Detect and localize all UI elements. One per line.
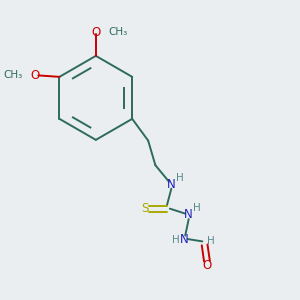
Text: O: O [202, 259, 212, 272]
Text: N: N [167, 178, 176, 190]
Text: H: H [176, 173, 184, 183]
Text: O: O [91, 26, 101, 39]
Text: N: N [184, 208, 193, 221]
Text: H: H [193, 203, 201, 213]
Text: S: S [142, 202, 149, 215]
Text: O: O [30, 69, 40, 82]
Text: CH₃: CH₃ [3, 70, 23, 80]
Text: CH₃: CH₃ [108, 27, 127, 37]
Text: H: H [207, 236, 215, 245]
Text: H: H [172, 235, 179, 245]
Text: N: N [180, 232, 189, 246]
